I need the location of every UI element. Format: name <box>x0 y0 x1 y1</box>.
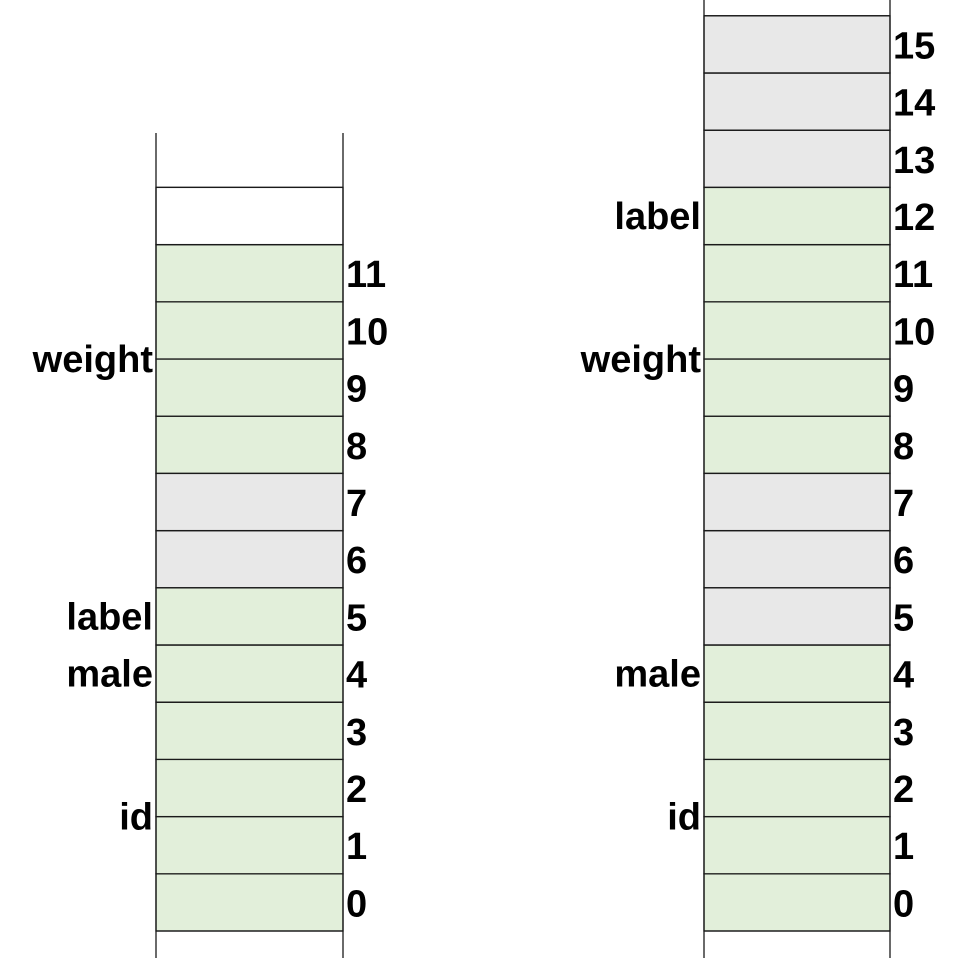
byte-offset-label: 6 <box>346 540 367 582</box>
field-byte-3 <box>703 701 891 761</box>
byte-offset-label: 4 <box>893 655 914 697</box>
byte-offset-label: 3 <box>893 712 914 754</box>
field-label-label: label <box>66 596 153 638</box>
padding-byte-15 <box>703 15 891 74</box>
byte-offset-label: 11 <box>893 254 933 296</box>
field-byte-8 <box>155 415 344 475</box>
byte-offset-label: 5 <box>346 597 367 639</box>
byte-offset-label: 15 <box>893 25 935 67</box>
field-byte-4 <box>155 644 344 703</box>
field-byte-2 <box>155 758 344 818</box>
byte-offset-label: 2 <box>346 769 367 811</box>
padding-byte-13 <box>703 129 891 189</box>
byte-offset-label: 0 <box>346 883 367 925</box>
byte-offset-label: 10 <box>893 311 935 353</box>
field-byte-8 <box>703 415 891 475</box>
byte-offset-label: 13 <box>893 140 935 182</box>
layout-left: 0 1 2 3 4 5 6 7 8 9 10 11 id male label weight <box>32 133 388 958</box>
padding-byte-7 <box>155 472 344 532</box>
field-byte-5 <box>155 587 344 646</box>
empty-slot12 <box>155 186 344 246</box>
field-byte-11 <box>155 243 344 303</box>
field-byte-3 <box>155 701 344 761</box>
field-label-male: male <box>614 654 701 696</box>
field-byte-10 <box>703 301 891 360</box>
byte-offset-label: 10 <box>346 311 388 353</box>
byte-offset-label: 7 <box>346 483 367 525</box>
field-byte-0 <box>703 873 891 932</box>
byte-offset-label: 5 <box>893 597 914 639</box>
field-label-id: id <box>119 797 153 839</box>
byte-offset-label: 1 <box>346 826 367 868</box>
padding-byte-7 <box>703 472 891 532</box>
field-byte-9 <box>703 358 891 417</box>
byte-offset-label: 12 <box>893 197 935 239</box>
field-byte-2 <box>703 758 891 818</box>
byte-offset-label: 6 <box>893 540 914 582</box>
byte-offset-label: 8 <box>893 426 914 468</box>
field-byte-0 <box>155 873 344 932</box>
byte-offset-label: 14 <box>893 83 935 125</box>
field-label-label: label <box>614 196 701 238</box>
byte-offset-label: 7 <box>893 483 914 525</box>
padding-byte-6 <box>703 529 891 589</box>
padding-byte-5 <box>703 587 891 646</box>
field-byte-9 <box>155 358 344 417</box>
byte-offset-label: 11 <box>346 254 386 296</box>
field-label-id: id <box>667 797 701 839</box>
field-byte-11 <box>703 243 891 303</box>
byte-offset-label: 1 <box>893 826 914 868</box>
field-label-weight: weight <box>580 339 702 381</box>
field-byte-1 <box>703 815 891 875</box>
byte-offset-label: 8 <box>346 426 367 468</box>
byte-offset-label: 0 <box>893 883 914 925</box>
padding-byte-14 <box>703 72 891 131</box>
field-label-male: male <box>66 654 153 696</box>
byte-offset-label: 9 <box>893 369 914 411</box>
byte-offset-label: 2 <box>893 769 914 811</box>
field-byte-10 <box>155 301 344 360</box>
byte-offset-label: 3 <box>346 712 367 754</box>
field-byte-12 <box>703 186 891 246</box>
byte-offset-label: 9 <box>346 369 367 411</box>
field-byte-4 <box>703 644 891 703</box>
field-byte-1 <box>155 815 344 875</box>
byte-offset-label: 4 <box>346 655 367 697</box>
padding-byte-6 <box>155 529 344 589</box>
field-label-weight: weight <box>32 339 154 381</box>
